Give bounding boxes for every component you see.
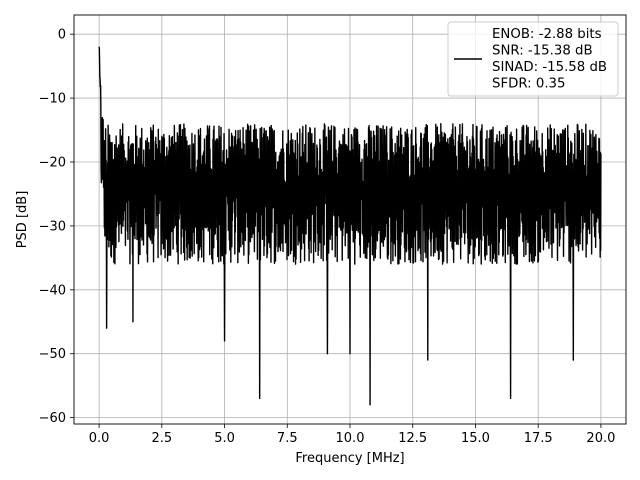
x-tick-label: 2.5 xyxy=(151,431,172,446)
x-tick-label: 7.5 xyxy=(277,431,298,446)
y-tick-label: −50 xyxy=(39,347,66,362)
legend-entry-text: ENOB: -2.88 bits xyxy=(492,27,602,42)
y-tick-label: 0 xyxy=(58,28,66,43)
y-tick-label: −30 xyxy=(39,219,66,234)
y-tick-label: −10 xyxy=(39,92,66,107)
legend-box xyxy=(447,21,619,97)
y-axis-label: PSD [dB] xyxy=(15,191,30,249)
x-tick-label: 12.5 xyxy=(398,431,427,446)
y-tick-label: −40 xyxy=(39,283,66,298)
legend-entry-text: SFDR: 0.35 xyxy=(492,77,565,92)
y-tick-label: −60 xyxy=(39,411,66,426)
legend-entry-text: SNR: -15.38 dB xyxy=(492,44,593,59)
x-tick-label: 10.0 xyxy=(336,431,365,446)
psd-series-line xyxy=(98,46,602,406)
x-axis-label: Frequency [MHz] xyxy=(295,451,404,466)
x-tick-label: 20.0 xyxy=(586,431,615,446)
x-tick-label: 5.0 xyxy=(214,431,235,446)
x-tick-label: 17.5 xyxy=(524,431,553,446)
x-tick-label: 15.0 xyxy=(461,431,490,446)
legend-entry-text: SINAD: -15.58 dB xyxy=(492,60,607,75)
y-axis-ticks: 0 −10 −20 −30 −40 −50 −60 xyxy=(39,28,74,426)
y-tick-label: −20 xyxy=(39,155,66,170)
plot-area xyxy=(98,46,602,406)
x-tick-label: 0.0 xyxy=(89,431,110,446)
x-axis-ticks: 0.0 2.5 5.0 7.5 10.0 12.5 15.0 17.5 20.0 xyxy=(89,424,615,446)
